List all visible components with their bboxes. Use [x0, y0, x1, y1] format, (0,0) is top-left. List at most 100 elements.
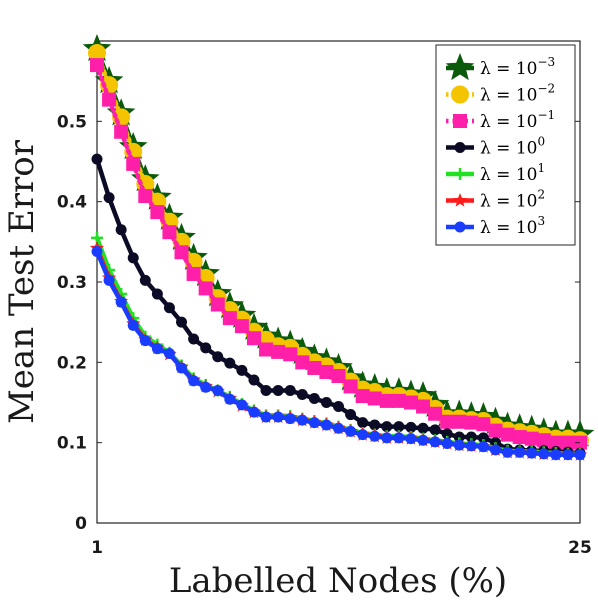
data-point — [222, 311, 237, 326]
data-point — [126, 156, 141, 171]
data-point — [127, 252, 139, 264]
y-tick-label: 0.1 — [57, 434, 87, 454]
data-point — [477, 432, 489, 444]
data-point — [212, 351, 224, 363]
data-point — [369, 419, 381, 431]
data-point — [234, 319, 249, 334]
legend-label: λ = 10−1 — [480, 108, 555, 132]
data-point — [345, 425, 357, 437]
data-point — [307, 360, 322, 375]
legend-marker — [454, 168, 466, 180]
data-point — [574, 449, 586, 461]
data-point — [333, 401, 344, 413]
data-point — [283, 347, 298, 362]
data-point — [441, 437, 453, 449]
legend-item: λ = 10−2 — [446, 82, 555, 106]
ticks-layer: 0 0.1 0.2 0.3 0.4 0.5 1 25 — [57, 112, 592, 558]
data-point — [259, 342, 274, 357]
data-point — [260, 411, 272, 423]
data-point — [331, 368, 346, 383]
data-point — [139, 274, 151, 286]
data-point — [138, 189, 153, 204]
legend-item: λ = 10−1 — [446, 108, 555, 132]
data-point — [453, 439, 465, 451]
data-point — [550, 449, 562, 461]
data-point — [560, 435, 575, 450]
data-point — [524, 431, 539, 446]
data-point — [453, 431, 465, 443]
y-axis-title: Mean Test Error — [2, 139, 42, 424]
data-point — [476, 417, 491, 432]
y-tick-label: 0.2 — [57, 353, 87, 373]
legend-label: λ = 10−2 — [480, 82, 555, 106]
data-point — [477, 441, 489, 453]
legend-item: λ = 102 — [446, 188, 545, 212]
data-point — [308, 417, 320, 429]
data-point — [114, 124, 129, 139]
data-point — [464, 415, 479, 430]
data-point — [248, 374, 260, 386]
data-point — [163, 347, 175, 359]
data-point — [526, 447, 538, 459]
legend-marker — [452, 193, 468, 207]
data-point — [246, 331, 261, 346]
data-point — [465, 440, 477, 452]
data-point — [103, 192, 115, 204]
data-point — [248, 406, 260, 418]
data-point — [381, 421, 393, 433]
legend-label: λ = 10−3 — [480, 55, 555, 79]
data-point — [115, 296, 127, 308]
data-point — [333, 422, 344, 434]
x-tick-label: 25 — [568, 538, 592, 558]
data-point — [417, 422, 429, 434]
y-tick-label: 0.3 — [57, 273, 87, 293]
data-point — [271, 344, 286, 359]
data-point — [465, 431, 477, 443]
data-point — [150, 205, 165, 220]
data-point — [88, 44, 106, 63]
data-point — [296, 388, 308, 400]
data-point — [90, 58, 104, 73]
data-point — [393, 432, 405, 444]
data-point — [151, 288, 163, 300]
data-point — [284, 384, 296, 396]
data-point — [176, 316, 188, 328]
data-point — [405, 421, 417, 433]
data-point — [405, 433, 417, 445]
data-point — [548, 435, 563, 450]
data-point — [151, 343, 163, 355]
x-axis-title: Labelled Nodes (%) — [169, 561, 507, 601]
data-point — [224, 357, 236, 369]
data-point — [236, 364, 248, 376]
data-point — [429, 424, 441, 436]
data-point — [127, 319, 139, 331]
data-point — [381, 432, 393, 444]
data-point — [429, 436, 441, 448]
data-point — [295, 355, 310, 370]
data-point — [188, 375, 200, 387]
data-point — [115, 224, 127, 236]
data-point — [308, 392, 320, 404]
data-point — [343, 379, 358, 394]
data-point — [357, 429, 369, 441]
data-point — [102, 92, 117, 107]
legend-marker — [451, 85, 469, 104]
x-tick-label: 1 — [91, 538, 103, 558]
data-point — [174, 245, 189, 260]
legend-item: λ = 103 — [446, 214, 545, 238]
data-point — [536, 433, 551, 448]
data-point — [163, 302, 175, 314]
data-point — [345, 409, 357, 421]
data-point — [188, 333, 200, 345]
data-point — [260, 384, 272, 396]
data-point — [320, 419, 332, 431]
y-tick-label: 0 — [75, 514, 87, 534]
legend-item: λ = 100 — [446, 135, 545, 159]
data-point — [489, 444, 501, 456]
data-point — [417, 434, 429, 446]
legend-item: λ = 10−3 — [445, 53, 555, 81]
data-point — [357, 417, 369, 429]
legend-marker — [453, 114, 467, 128]
data-point — [452, 414, 467, 429]
data-point — [512, 430, 527, 445]
